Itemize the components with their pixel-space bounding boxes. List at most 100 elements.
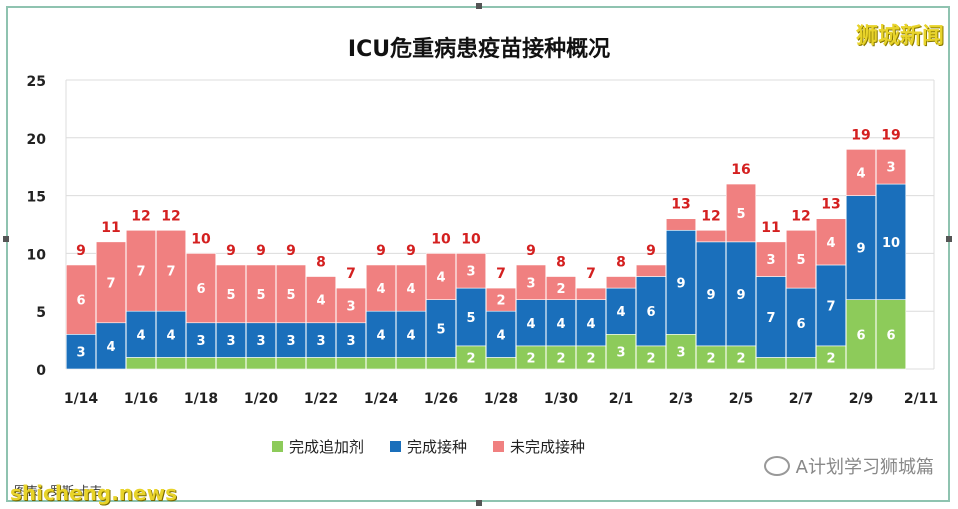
data-label-booster: 2 (586, 351, 595, 366)
data-label-booster: 2 (466, 351, 475, 366)
x-tick-label: 1/24 (364, 391, 399, 407)
total-label: 7 (586, 266, 596, 282)
bar-segment-incomplete (695, 229, 727, 243)
data-label-booster: 2 (706, 351, 715, 366)
data-label-completed: 4 (526, 317, 535, 332)
bar-segment-booster (215, 357, 247, 370)
data-label-completed: 4 (586, 317, 595, 332)
bar-segment-booster (395, 357, 427, 370)
bar-segment-incomplete (275, 264, 307, 324)
data-label-booster: 2 (526, 351, 535, 366)
data-label-completed: 3 (76, 346, 85, 361)
data-label-completed: 10 (882, 236, 900, 251)
bar-segment-booster (785, 357, 817, 370)
total-label: 9 (76, 243, 86, 259)
brand-watermark-bottom: shicheng.news (10, 481, 177, 505)
data-label-completed: 9 (736, 288, 745, 303)
chart-legend: 完成追加剂 完成接种 未完成接种 (272, 436, 585, 457)
x-tick-label: 1/18 (184, 391, 218, 407)
x-tick-label: 2/5 (729, 391, 754, 407)
x-tick-label: 1/30 (544, 391, 579, 407)
data-label-booster: 6 (856, 328, 865, 343)
bar-segment-completed (215, 322, 247, 358)
bar-segment-incomplete (815, 218, 847, 266)
total-label: 8 (316, 255, 326, 271)
bar-segment-booster (335, 357, 367, 370)
data-label-incomplete: 5 (226, 288, 235, 303)
bar-segment-booster (485, 357, 517, 370)
bar-segment-incomplete (635, 264, 667, 277)
data-label-incomplete: 7 (166, 265, 175, 280)
bar-segment-completed (425, 299, 457, 358)
x-tick-label: 2/9 (849, 391, 874, 407)
total-label: 7 (496, 266, 506, 282)
bar-segment-incomplete (725, 183, 757, 243)
wechat-icon (763, 456, 790, 476)
total-label: 11 (101, 220, 120, 236)
total-label: 9 (226, 243, 236, 259)
total-label: 12 (791, 208, 810, 224)
data-label-incomplete: 6 (196, 282, 205, 297)
data-label-completed: 4 (106, 340, 115, 355)
x-tick-label: 2/3 (669, 391, 694, 407)
total-label: 16 (731, 162, 750, 178)
bar-segment-incomplete (185, 253, 217, 324)
total-label: 19 (851, 127, 870, 143)
bar-segment-incomplete (305, 276, 337, 324)
data-label-completed: 4 (556, 317, 565, 332)
data-label-incomplete: 4 (316, 294, 325, 309)
bar-segment-incomplete (215, 264, 247, 324)
resize-handle-left[interactable] (3, 236, 9, 242)
data-label-incomplete: 7 (136, 265, 145, 280)
bar-segment-incomplete (845, 149, 877, 196)
resize-handle-right[interactable] (946, 236, 952, 242)
bar-segment-completed (515, 299, 547, 347)
bar-segment-completed (635, 276, 667, 347)
data-label-completed: 4 (376, 328, 385, 343)
data-label-completed: 7 (766, 311, 775, 326)
bar-segment-booster (665, 334, 697, 370)
legend-item-booster: 完成追加剂 (272, 436, 364, 457)
x-tick-label: 1/20 (244, 391, 279, 407)
total-label: 19 (881, 127, 900, 143)
total-label: 9 (256, 243, 266, 259)
y-tick-label: 0 (36, 363, 46, 379)
data-label-incomplete: 3 (766, 253, 775, 268)
total-label: 10 (461, 231, 481, 247)
bar-segment-completed (755, 276, 787, 358)
total-label: 13 (671, 197, 690, 213)
x-tick-label: 1/16 (124, 391, 158, 407)
x-tick-label: 2/11 (904, 391, 938, 407)
bar-segment-completed (395, 310, 427, 358)
bar-segment-completed (695, 241, 727, 347)
bar-segment-incomplete (665, 218, 697, 231)
x-tick-label: 1/14 (64, 391, 99, 407)
bar-segment-completed (605, 287, 637, 335)
bar-segment-incomplete (365, 264, 397, 312)
bar-segment-incomplete (575, 287, 607, 300)
total-label: 9 (286, 243, 296, 259)
data-label-incomplete: 2 (496, 294, 505, 309)
total-label: 9 (646, 243, 656, 259)
data-label-completed: 6 (796, 317, 805, 332)
data-label-completed: 4 (616, 305, 625, 320)
data-label-booster: 2 (736, 351, 745, 366)
bar-segment-incomplete (455, 253, 487, 289)
data-label-incomplete: 2 (556, 282, 565, 297)
data-label-incomplete: 5 (796, 253, 805, 268)
bar-segment-completed (335, 322, 367, 358)
bar-segment-completed (785, 287, 817, 358)
legend-label-booster: 完成追加剂 (289, 438, 365, 456)
bar-segment-booster (305, 357, 337, 370)
total-label: 13 (821, 197, 840, 213)
resize-handle-top[interactable] (476, 3, 482, 9)
data-label-completed: 3 (196, 334, 205, 349)
resize-handle-bottom[interactable] (476, 500, 482, 506)
bar-segment-completed (545, 299, 577, 347)
data-label-completed: 4 (406, 328, 415, 343)
data-label-completed: 9 (856, 242, 865, 257)
legend-swatch-incomplete (493, 441, 505, 452)
y-tick-label: 15 (27, 190, 46, 206)
y-tick-label: 10 (27, 247, 47, 263)
